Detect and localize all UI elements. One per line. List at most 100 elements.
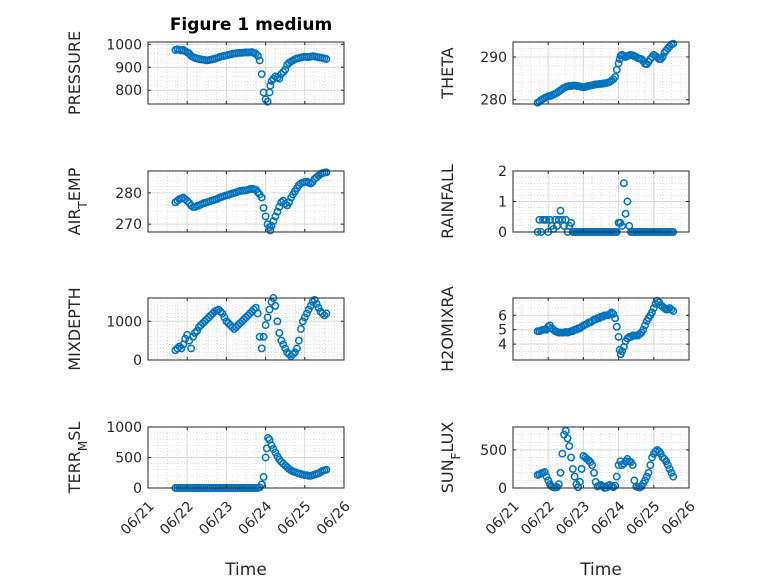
y-tick-label: 500 xyxy=(115,451,142,467)
y-axis-label: RAINFALL xyxy=(438,164,457,239)
data-point xyxy=(656,449,665,458)
data-point xyxy=(618,347,627,356)
data-point xyxy=(255,332,264,341)
data-point xyxy=(275,74,284,83)
data-point xyxy=(265,305,274,314)
data-point xyxy=(542,472,551,481)
data-point xyxy=(663,305,672,314)
data-point xyxy=(266,81,275,90)
axes-box xyxy=(512,297,690,361)
y-tick-label: 1000 xyxy=(106,314,142,330)
data-point xyxy=(658,53,667,61)
data-point xyxy=(558,449,567,458)
data-point xyxy=(277,336,286,345)
data-point xyxy=(285,198,294,207)
data-point xyxy=(200,317,209,326)
data-point xyxy=(261,321,270,330)
data-point xyxy=(214,305,223,314)
data-point xyxy=(259,203,268,212)
data-point xyxy=(281,199,290,208)
data-point xyxy=(294,336,303,345)
data-point xyxy=(275,203,284,211)
data-point xyxy=(259,473,268,481)
data-point xyxy=(612,472,621,481)
axes-box xyxy=(147,297,345,361)
y-tick-label: 1000 xyxy=(106,420,142,436)
data-point xyxy=(261,453,270,462)
data-point xyxy=(621,209,630,218)
series-markers xyxy=(533,39,678,107)
data-point xyxy=(253,188,262,197)
data-point xyxy=(308,297,317,306)
data-point xyxy=(648,453,656,462)
data-point xyxy=(198,319,207,328)
x-axis-label: Time xyxy=(224,560,267,580)
data-point xyxy=(614,461,623,470)
data-point xyxy=(257,193,266,202)
data-point xyxy=(320,311,329,320)
tick-marks xyxy=(512,298,690,360)
data-point xyxy=(590,468,598,477)
y-tick-label: 1000 xyxy=(106,37,142,53)
data-point xyxy=(187,344,196,353)
tick-marks xyxy=(512,170,690,233)
data-point xyxy=(259,332,268,341)
data-point xyxy=(577,464,586,473)
tick-marks xyxy=(147,298,345,361)
data-point xyxy=(540,468,549,476)
data-point xyxy=(544,476,553,485)
data-point xyxy=(266,226,275,235)
data-point xyxy=(609,309,618,318)
data-point xyxy=(611,314,620,323)
data-point xyxy=(257,480,266,489)
y-tick-label: 0 xyxy=(498,481,507,497)
tick-marks xyxy=(147,42,345,104)
series-markers xyxy=(533,426,678,492)
major-grid xyxy=(147,42,345,104)
data-point xyxy=(302,309,311,318)
data-point xyxy=(542,215,551,224)
data-point xyxy=(263,97,272,106)
y-tick-label: 270 xyxy=(115,217,142,233)
data-point xyxy=(588,461,597,470)
figure-title: Figure 1 medium xyxy=(170,15,332,35)
data-point xyxy=(312,299,321,308)
y-tick-label: 0 xyxy=(498,225,507,241)
data-point xyxy=(665,464,674,473)
data-point xyxy=(193,326,201,335)
subplot-1: 280 290 THETA xyxy=(438,39,690,109)
data-point xyxy=(641,476,649,485)
data-point xyxy=(609,483,618,492)
data-point xyxy=(667,468,676,477)
data-point xyxy=(273,207,282,216)
y-tick-label: 2 xyxy=(498,164,507,180)
data-point xyxy=(173,344,182,353)
data-point xyxy=(300,313,309,322)
data-point xyxy=(216,307,225,316)
data-point xyxy=(253,309,262,318)
data-point xyxy=(177,344,186,353)
y-tick-label: 500 xyxy=(480,443,507,459)
data-point xyxy=(644,468,653,477)
y-tick-label: 1 xyxy=(498,195,507,211)
data-point xyxy=(669,39,678,48)
data-point xyxy=(605,309,614,318)
data-point xyxy=(224,319,233,328)
data-point xyxy=(598,482,607,491)
y-tick-label: 6 xyxy=(498,308,507,324)
data-point xyxy=(322,465,331,474)
tick-marks xyxy=(512,42,690,104)
data-point xyxy=(255,56,264,65)
data-point xyxy=(275,328,284,337)
data-point xyxy=(563,434,572,443)
data-point xyxy=(648,308,656,317)
y-tick-label: 4 xyxy=(498,337,507,353)
y-axis-label: THETA xyxy=(438,47,457,99)
data-point xyxy=(236,319,245,328)
data-point xyxy=(607,308,616,317)
data-point xyxy=(322,309,331,318)
data-point xyxy=(230,325,239,333)
data-point xyxy=(238,317,247,326)
